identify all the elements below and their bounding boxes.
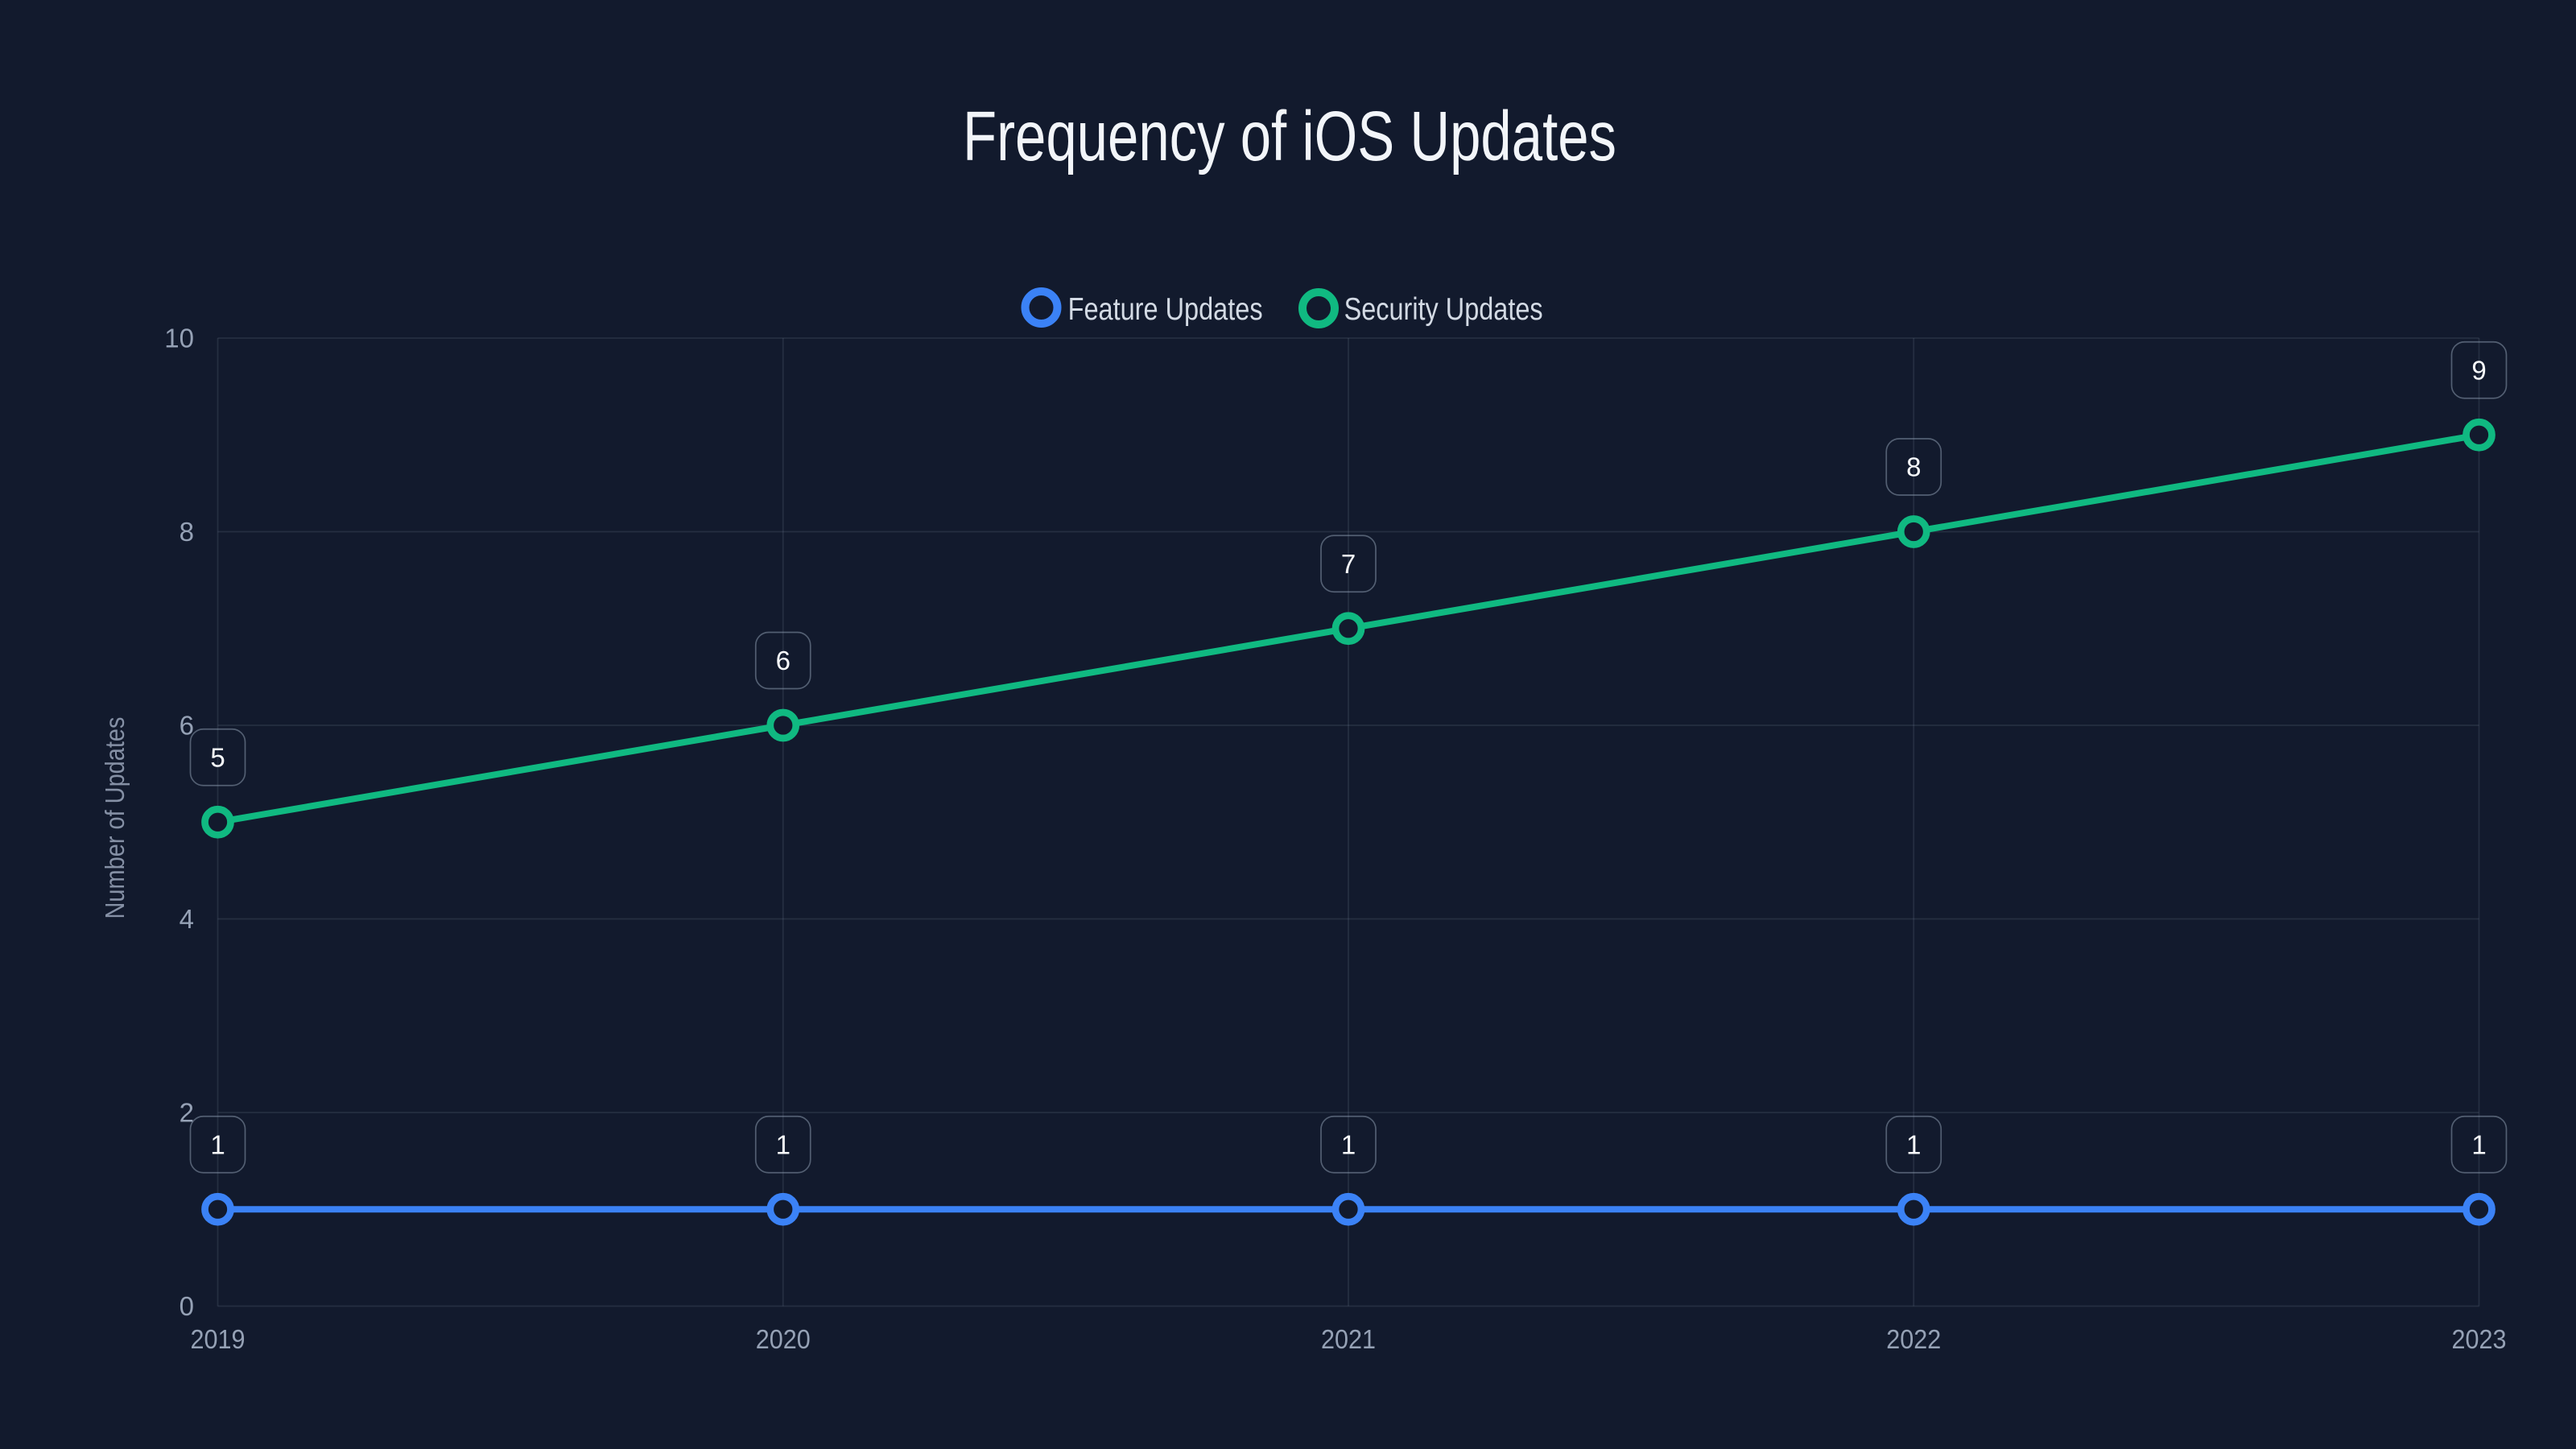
- svg-text:Number of Updates: Number of Updates: [100, 717, 130, 919]
- svg-text:2021: 2021: [1321, 1324, 1376, 1354]
- svg-text:2020: 2020: [756, 1324, 811, 1354]
- svg-text:Feature Updates: Feature Updates: [1068, 292, 1263, 327]
- svg-text:1: 1: [210, 1129, 225, 1159]
- svg-text:6: 6: [180, 711, 194, 741]
- svg-text:1: 1: [1906, 1129, 1921, 1159]
- svg-text:2023: 2023: [2452, 1324, 2507, 1354]
- svg-text:1: 1: [2471, 1129, 2486, 1159]
- svg-text:2022: 2022: [1886, 1324, 1941, 1354]
- svg-text:1: 1: [1341, 1129, 1356, 1159]
- svg-text:10: 10: [164, 324, 194, 353]
- svg-text:4: 4: [180, 904, 194, 934]
- svg-text:9: 9: [2471, 355, 2486, 385]
- svg-text:Frequency of iOS Updates: Frequency of iOS Updates: [963, 97, 1616, 175]
- svg-text:6: 6: [776, 646, 791, 675]
- svg-text:0: 0: [180, 1291, 194, 1321]
- svg-text:2: 2: [180, 1098, 194, 1128]
- svg-text:Security Updates: Security Updates: [1344, 292, 1543, 327]
- svg-text:7: 7: [1341, 549, 1356, 579]
- svg-text:8: 8: [180, 517, 194, 547]
- svg-text:8: 8: [1906, 452, 1921, 482]
- svg-text:2019: 2019: [191, 1324, 246, 1354]
- svg-text:1: 1: [776, 1129, 791, 1159]
- svg-text:5: 5: [210, 742, 225, 772]
